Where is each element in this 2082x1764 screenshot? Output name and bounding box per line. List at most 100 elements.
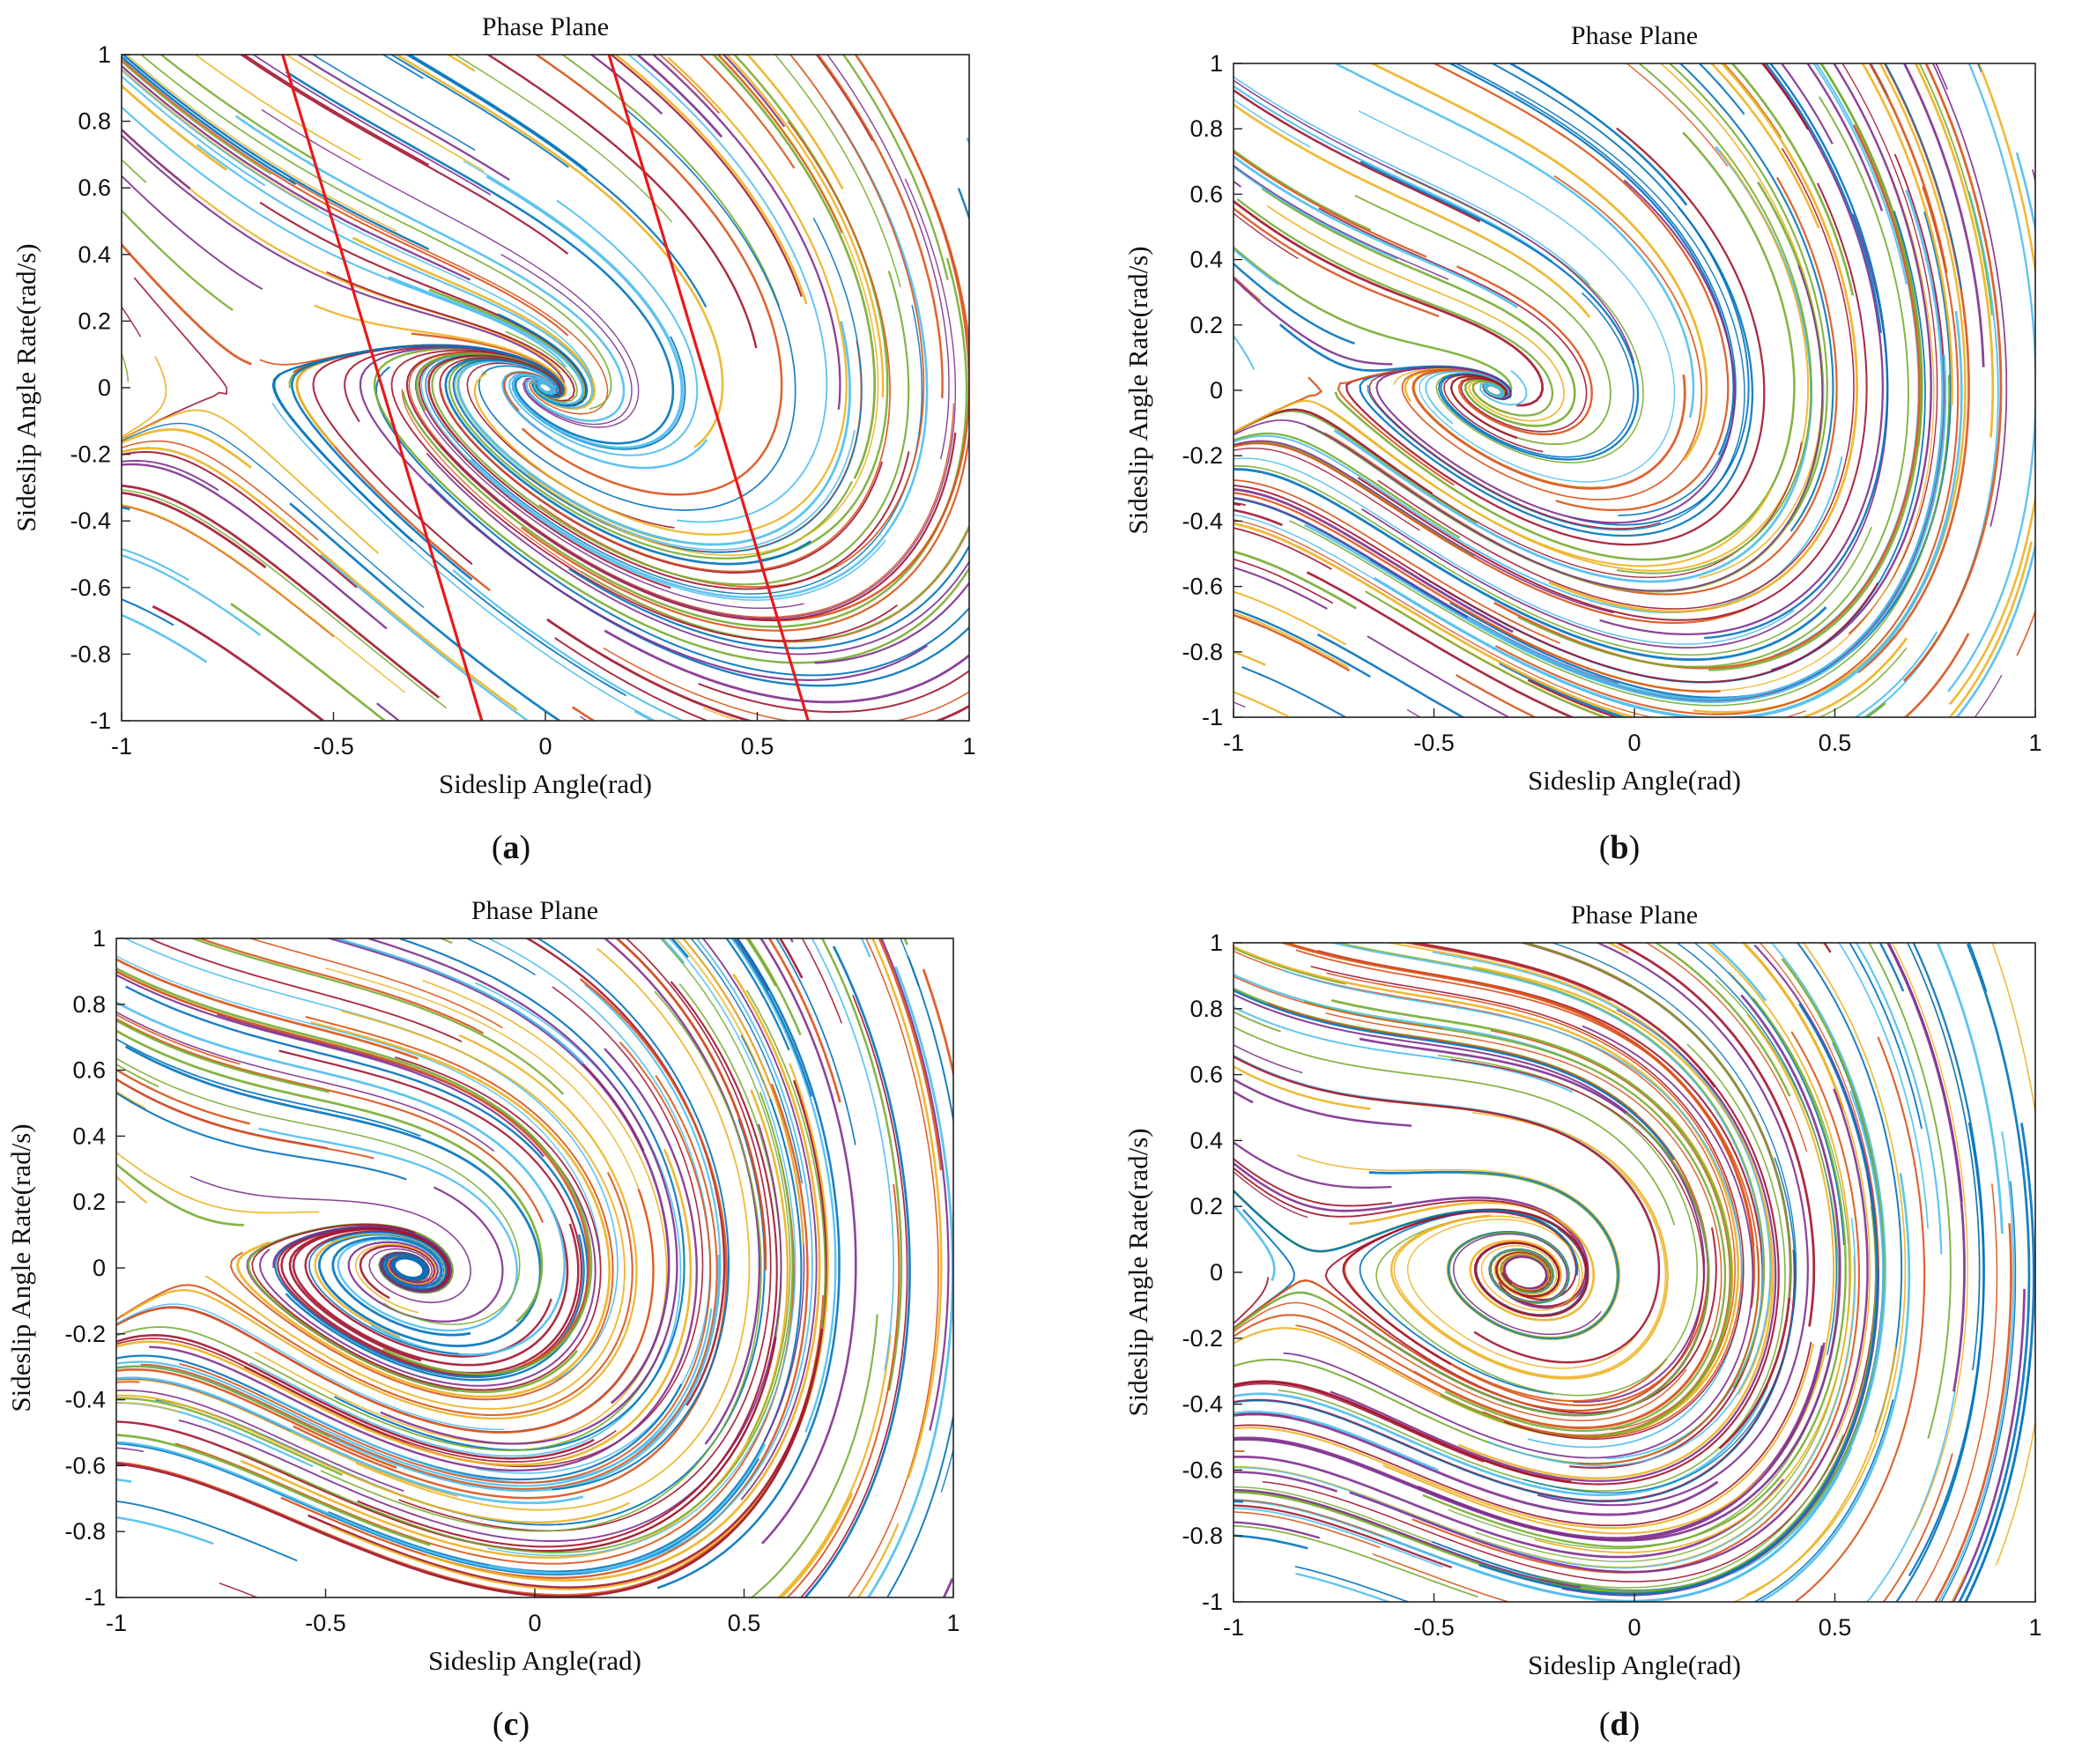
trajectory-line — [1372, 1553, 1511, 1602]
trajectory-line — [122, 55, 430, 251]
trajectory-line — [1456, 674, 1537, 717]
trajectory-group — [116, 938, 953, 1597]
trajectory-line — [311, 55, 476, 152]
trajectory-line — [1234, 508, 1283, 527]
trajectory-line — [320, 553, 530, 721]
trajectory-line — [1723, 63, 1782, 138]
trajectory-line — [431, 271, 910, 586]
trajectory-line — [1793, 1036, 1926, 1602]
trajectory-line — [1234, 88, 1481, 223]
trajectory-line — [1357, 182, 1868, 621]
x-tick-label: 1 — [946, 1610, 959, 1636]
trajectory-line — [1234, 1161, 1589, 1309]
trajectory-line — [1377, 147, 1855, 610]
trajectory-line — [1693, 63, 1967, 714]
trajectory-line — [1915, 1183, 1998, 1602]
trajectory-line — [122, 547, 189, 582]
trajectory-line — [1933, 1223, 2012, 1602]
trajectory-line — [1367, 635, 1511, 717]
trajectory-line — [922, 968, 953, 1078]
trajectory-line — [1234, 1382, 1485, 1463]
trajectory-line — [1976, 63, 1982, 72]
trajectory-line — [1234, 399, 1773, 567]
trajectory-line — [1234, 611, 1350, 669]
trajectory-line — [942, 1578, 953, 1597]
x-tick-label: -1 — [1223, 730, 1244, 756]
trajectory-line — [776, 1334, 892, 1597]
trajectory-line — [966, 137, 969, 146]
chart-title: Phase Plane — [471, 896, 598, 925]
trajectory-line — [1234, 246, 1513, 395]
x-tick-label: 0.5 — [728, 1610, 761, 1636]
trajectory-line — [903, 938, 908, 945]
trajectory-line — [124, 1045, 542, 1348]
trajectory-line — [661, 938, 685, 964]
trajectory-line — [116, 1376, 584, 1505]
trajectory-line — [1234, 1524, 1478, 1598]
trajectory-line — [1234, 590, 1347, 646]
trajectory-line — [122, 504, 335, 638]
trajectory-line — [1466, 189, 1945, 700]
trajectory-line — [122, 128, 191, 190]
trajectory-line — [1947, 63, 2035, 693]
trajectory-line — [1234, 558, 1334, 604]
trajectory-line — [1234, 504, 1952, 717]
trajectory-line — [670, 938, 690, 959]
trajectory-line — [252, 55, 492, 196]
trajectory-line — [820, 938, 903, 1391]
trajectory-line — [1449, 211, 1952, 700]
trajectory-line — [1527, 678, 1619, 717]
trajectory-line — [1234, 608, 1371, 678]
trajectory-line — [1818, 647, 1908, 717]
trajectory-line — [1234, 989, 1675, 1160]
trajectory-line — [2016, 609, 2035, 656]
trajectory-line — [1234, 950, 1736, 1431]
trajectory-line — [1234, 441, 1756, 625]
trajectory-line — [1234, 701, 1246, 708]
trajectory-line — [1234, 1521, 1321, 1539]
trajectory-line — [1342, 1208, 1589, 1366]
trajectory-line — [1234, 522, 1908, 717]
trajectory-line — [296, 55, 510, 182]
trajectory-line — [711, 55, 877, 479]
trajectory-line — [159, 55, 314, 160]
trajectory-line — [1759, 943, 1879, 1269]
trajectory-line — [1234, 468, 1827, 662]
trajectory-line — [402, 257, 968, 628]
trajectory-line — [122, 409, 380, 554]
trajectory-line — [1325, 1012, 1723, 1428]
trajectory-line — [1878, 943, 1905, 992]
phase-plane-chart-b: Phase Plane -1 -0.5 0 0.5 1 -1 -0.8 -0.6 -0.4 -0.2… — [1123, 21, 2042, 796]
trajectory-line — [658, 55, 721, 115]
trajectory-line — [230, 603, 387, 721]
y-tick-label: 1 — [93, 925, 106, 952]
chart-title: Phase Plane — [1571, 21, 1698, 50]
trajectory-line — [1868, 63, 1948, 273]
trajectory-line — [357, 981, 778, 1548]
trajectory-line — [116, 1447, 144, 1453]
trajectory-line — [803, 945, 911, 1597]
trajectory-line — [1382, 1013, 1835, 1535]
x-axis-label: Sideslip Angle(rad) — [1528, 765, 1741, 796]
trajectory-line — [801, 938, 843, 1024]
y-tick-label: 0 — [98, 374, 111, 401]
trajectory-line — [122, 55, 297, 186]
trajectory-line — [116, 1148, 693, 1466]
y-tick-label: -0.8 — [70, 641, 111, 667]
trajectory-line — [656, 938, 841, 1590]
trajectory-line — [1698, 63, 1745, 115]
y-axis-label: Sideslip Angle Rate(rad/s) — [1123, 1128, 1153, 1416]
trajectory-line — [473, 56, 848, 536]
trajectory-line — [1955, 152, 2035, 717]
trajectory-line — [116, 974, 545, 1158]
trajectory-line — [116, 1366, 330, 1438]
trajectory-line — [1234, 277, 1393, 366]
trajectory-line — [116, 1434, 431, 1546]
trajectory-line — [116, 1092, 407, 1181]
phase-plane-chart-c: Phase Plane -1 -0.5 0 0.5 1 -1 -0.8 -0.6 -0.4 -0.2… — [5, 896, 960, 1676]
trajectory-line — [375, 366, 969, 677]
trajectory-line — [116, 1394, 630, 1523]
trajectory-line — [1234, 975, 1443, 1030]
trajectory-line — [681, 938, 804, 1245]
trajectory-line — [521, 55, 783, 496]
